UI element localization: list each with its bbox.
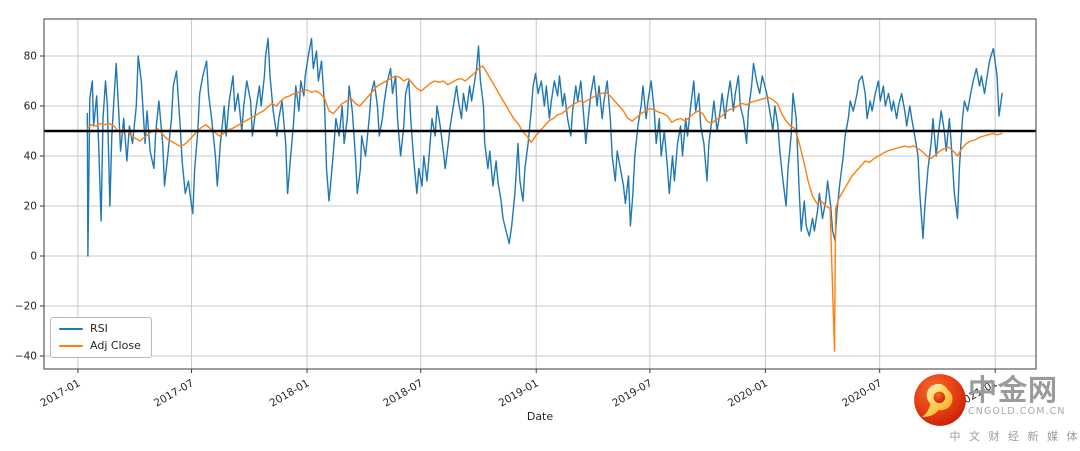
y-tick-label: 0 [30,251,37,263]
legend: RSI Adj Close [50,317,152,358]
x-tick-label: 2019-07 [610,377,654,409]
rsi-line-swatch [59,327,83,331]
y-tick-label: 20 [24,201,37,213]
adj-close-line-swatch [59,344,83,348]
watermark-brand: 中金网 [968,373,1059,407]
adj-close-line [86,65,1003,352]
y-tick-label: 40 [24,151,37,163]
x-axis-title: Date [526,410,554,423]
legend-item-rsi: RSI [59,323,141,335]
plot-frame [43,18,1037,370]
cngold-flame-logo-icon [914,374,966,426]
tick-marks [40,55,996,373]
y-tick-label: 80 [24,51,37,63]
x-tick-label: 2017-07 [152,377,196,409]
x-tick-label: 2018-01 [268,377,312,409]
watermark-tagline: 中 文 财 经 新 媒 体 [949,430,1080,443]
grid [44,19,1036,369]
y-tick-label: 60 [24,101,37,113]
x-tick-label: 2020-01 [726,377,770,409]
y-tick-label: −40 [15,351,37,363]
y-tick-label: −20 [15,301,37,313]
rsi-line [86,37,1003,257]
x-tick-label: 2020-07 [840,377,884,409]
watermark: 中金网 CNGOLD.COM.CN 中 文 财 经 新 媒 体 [913,370,1080,444]
x-tick-label: 2017-01 [38,377,82,409]
watermark-row: 中金网 CNGOLD.COM.CN [913,370,1080,427]
x-tick-label: 2018-07 [381,377,425,409]
watermark-text: 中金网 CNGOLD.COM.CN [968,375,1066,417]
watermark-domain: CNGOLD.COM.CN [968,406,1066,417]
legend-item-adj-close: Adj Close [59,340,141,352]
x-tick-label: 2019-01 [497,377,541,409]
legend-label-adj-close: Adj Close [90,339,141,352]
legend-label-rsi: RSI [90,322,108,335]
